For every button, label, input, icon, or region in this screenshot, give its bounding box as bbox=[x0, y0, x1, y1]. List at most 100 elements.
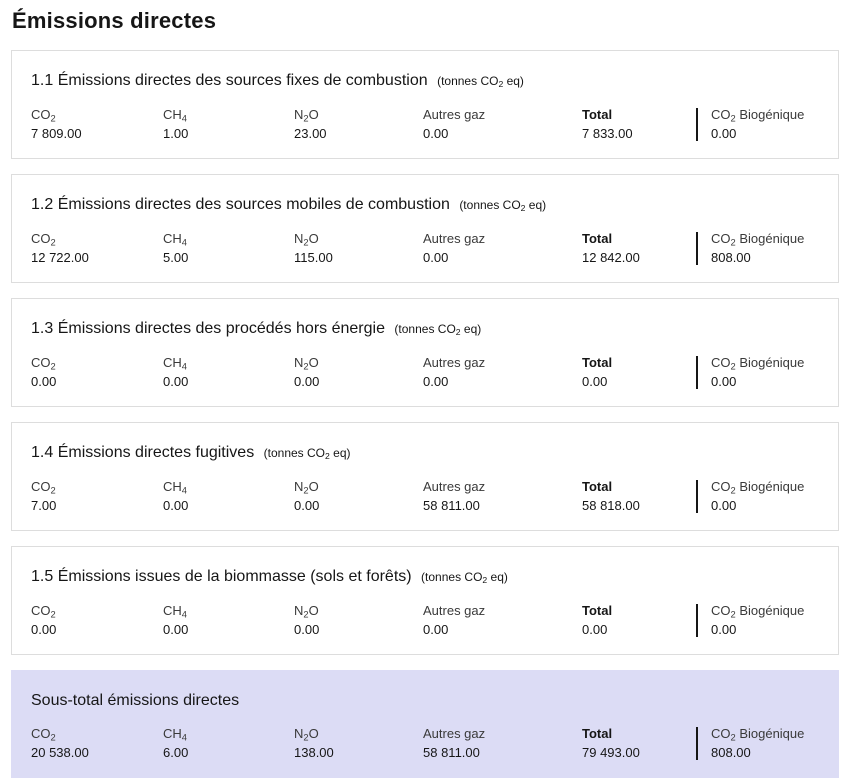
section-unit: (tonnes CO2 eq) bbox=[459, 198, 547, 214]
n2o-column: N2O 0.00 bbox=[294, 604, 423, 637]
ch4-column: CH4 1.00 bbox=[163, 108, 294, 141]
ch4-value: 5.00 bbox=[163, 250, 189, 265]
n2o-column: N2O 138.00 bbox=[294, 727, 423, 760]
co2-biogenique-value: 808.00 bbox=[711, 250, 751, 265]
column-header-total: Total bbox=[582, 107, 613, 122]
n2o-value: 23.00 bbox=[294, 126, 327, 141]
column-header-ch4: CH4 bbox=[163, 479, 187, 496]
column-header-autres-gaz: Autres gaz bbox=[423, 355, 486, 370]
co2-biogenique-value: 0.00 bbox=[711, 126, 737, 141]
n2o-value: 0.00 bbox=[294, 622, 320, 637]
autres-gaz-column: Autres gaz 0.00 bbox=[423, 356, 582, 389]
section-unit: (tonnes CO2 eq) bbox=[437, 74, 524, 90]
n2o-column: N2O 0.00 bbox=[294, 480, 423, 513]
emissions-row: CO2 0.00 CH4 0.00 N2O 0.00 Autres gaz 0.… bbox=[31, 356, 819, 389]
co2-biogenique-value: 0.00 bbox=[711, 498, 737, 513]
autres-gaz-value: 58 811.00 bbox=[423, 745, 480, 760]
section-title: 1.4 Émissions directes fugitives (tonnes… bbox=[31, 443, 819, 463]
section-title: 1.3 Émissions directes des procédés hors… bbox=[31, 319, 819, 339]
emissions-row: CO2 7.00 CH4 0.00 N2O 0.00 Autres gaz 58… bbox=[31, 480, 819, 513]
co2-column: CO2 0.00 bbox=[31, 604, 163, 637]
column-header-co2-biogenique: CO2 Biogénique bbox=[711, 355, 805, 372]
section-title: 1.1 Émissions directes des sources fixes… bbox=[31, 71, 819, 91]
co2-biogenique-column: CO2 Biogénique 0.00 bbox=[696, 604, 819, 637]
column-header-co2: CO2 bbox=[31, 107, 56, 124]
column-header-ch4: CH4 bbox=[163, 726, 187, 743]
column-header-autres-gaz: Autres gaz bbox=[423, 231, 486, 246]
n2o-value: 115.00 bbox=[294, 250, 333, 265]
n2o-column: N2O 115.00 bbox=[294, 232, 423, 265]
ch4-column: CH4 0.00 bbox=[163, 356, 294, 389]
subtotal-title: Sous-total émissions directes bbox=[31, 692, 240, 709]
total-value: 7 833.00 bbox=[582, 126, 633, 141]
co2-biogenique-value: 808.00 bbox=[711, 745, 751, 760]
co2-biogenique-column: CO2 Biogénique 808.00 bbox=[696, 232, 819, 265]
column-header-n2o: N2O bbox=[294, 107, 319, 124]
section-card-1-5: 1.5 Émissions issues de la biommasse (so… bbox=[11, 546, 839, 655]
co2-column: CO2 0.00 bbox=[31, 356, 163, 389]
n2o-value: 138.00 bbox=[294, 745, 334, 760]
total-column: Total 79 493.00 bbox=[582, 727, 696, 760]
co2-biogenique-column: CO2 Biogénique 0.00 bbox=[696, 108, 819, 141]
n2o-column: N2O 0.00 bbox=[294, 356, 423, 389]
total-value: 0.00 bbox=[582, 374, 608, 389]
emissions-row: CO2 12 722.00 CH4 5.00 N2O 115.00 Autres… bbox=[31, 232, 819, 265]
ch4-column: CH4 0.00 bbox=[163, 604, 294, 637]
section-card-1-1: 1.1 Émissions directes des sources fixes… bbox=[11, 50, 839, 159]
emissions-row: CO2 20 538.00 CH4 6.00 N2O 138.00 Autres… bbox=[31, 727, 819, 760]
column-header-n2o: N2O bbox=[294, 726, 319, 743]
co2-column: CO2 7 809.00 bbox=[31, 108, 163, 141]
co2-column: CO2 20 538.00 bbox=[31, 727, 163, 760]
column-header-total: Total bbox=[582, 231, 613, 246]
column-header-total: Total bbox=[582, 355, 613, 370]
column-header-co2: CO2 bbox=[31, 603, 56, 620]
total-column: Total 7 833.00 bbox=[582, 108, 696, 141]
total-column: Total 0.00 bbox=[582, 604, 696, 637]
co2-value: 12 722.00 bbox=[31, 250, 89, 265]
co2-biogenique-column: CO2 Biogénique 0.00 bbox=[696, 356, 819, 389]
column-header-co2: CO2 bbox=[31, 479, 56, 496]
column-header-ch4: CH4 bbox=[163, 231, 187, 248]
column-header-ch4: CH4 bbox=[163, 107, 187, 124]
section-title-text: 1.3 Émissions directes des procédés hors… bbox=[31, 320, 385, 337]
co2-column: CO2 7.00 bbox=[31, 480, 163, 513]
section-title-text: 1.5 Émissions issues de la biommasse (so… bbox=[31, 568, 412, 585]
column-header-co2-biogenique: CO2 Biogénique bbox=[711, 231, 805, 248]
column-header-autres-gaz: Autres gaz bbox=[423, 603, 486, 618]
section-title-text: 1.2 Émissions directes des sources mobil… bbox=[31, 196, 450, 213]
section-unit: (tonnes CO2 eq) bbox=[394, 322, 482, 338]
autres-gaz-value: 0.00 bbox=[423, 622, 449, 637]
column-header-co2: CO2 bbox=[31, 355, 56, 372]
column-header-n2o: N2O bbox=[294, 231, 319, 248]
ch4-value: 6.00 bbox=[163, 745, 189, 760]
autres-gaz-column: Autres gaz 0.00 bbox=[423, 232, 582, 265]
section-unit: (tonnes CO2 eq) bbox=[421, 570, 508, 586]
ch4-column: CH4 5.00 bbox=[163, 232, 294, 265]
ch4-value: 1.00 bbox=[163, 126, 189, 141]
co2-biogenique-value: 0.00 bbox=[711, 622, 737, 637]
n2o-value: 0.00 bbox=[294, 374, 320, 389]
column-header-co2-biogenique: CO2 Biogénique bbox=[711, 107, 805, 124]
total-column: Total 0.00 bbox=[582, 356, 696, 389]
column-header-co2-biogenique: CO2 Biogénique bbox=[711, 603, 805, 620]
column-header-total: Total bbox=[582, 603, 613, 618]
emissions-row: CO2 0.00 CH4 0.00 N2O 0.00 Autres gaz 0.… bbox=[31, 604, 819, 637]
column-header-total: Total bbox=[582, 726, 613, 741]
emissions-row: CO2 7 809.00 CH4 1.00 N2O 23.00 Autres g… bbox=[31, 108, 819, 141]
section-title-text: 1.4 Émissions directes fugitives bbox=[31, 444, 255, 461]
autres-gaz-column: Autres gaz 0.00 bbox=[423, 108, 582, 141]
column-header-n2o: N2O bbox=[294, 355, 319, 372]
column-header-co2-biogenique: CO2 Biogénique bbox=[711, 726, 805, 743]
section-title-text: 1.1 Émissions directes des sources fixes… bbox=[31, 72, 428, 89]
co2-biogenique-column: CO2 Biogénique 808.00 bbox=[696, 727, 819, 760]
section-unit: (tonnes CO2 eq) bbox=[263, 446, 351, 462]
co2-value: 0.00 bbox=[31, 622, 57, 637]
co2-value: 7.00 bbox=[31, 498, 57, 513]
column-header-n2o: N2O bbox=[294, 603, 319, 620]
autres-gaz-value: 0.00 bbox=[423, 250, 449, 265]
co2-biogenique-column: CO2 Biogénique 0.00 bbox=[696, 480, 819, 513]
ch4-column: CH4 0.00 bbox=[163, 480, 294, 513]
co2-value: 0.00 bbox=[31, 374, 57, 389]
n2o-value: 0.00 bbox=[294, 498, 320, 513]
